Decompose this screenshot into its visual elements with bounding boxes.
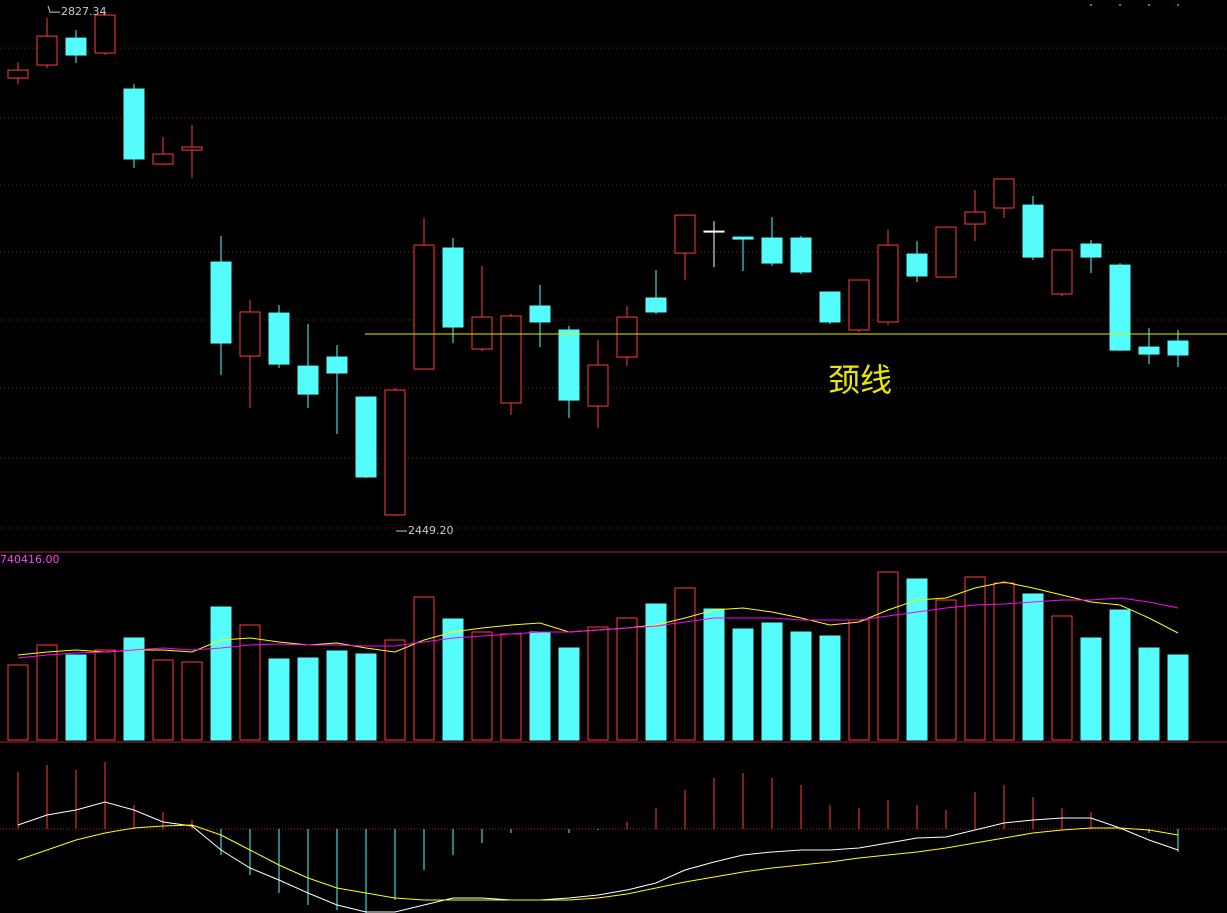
- volume-bar: [906, 578, 928, 741]
- dot: [1148, 4, 1150, 6]
- candle-body: [964, 211, 986, 225]
- neckline-label: 颈线: [828, 361, 892, 399]
- volume-bar: [181, 661, 203, 741]
- candle-body: [1022, 204, 1044, 258]
- volume-bar: [65, 654, 87, 741]
- volume-bar: [1138, 647, 1160, 741]
- candle-body: [268, 312, 290, 365]
- candle-body: [674, 214, 696, 254]
- candle-body: [906, 253, 928, 277]
- volume-bar: [616, 617, 638, 741]
- volume-bar: [529, 631, 551, 741]
- volume-bar: [732, 628, 754, 741]
- candle-body: [819, 291, 841, 323]
- dot: [1119, 4, 1121, 6]
- candle-body: [993, 178, 1015, 209]
- candle-body: [877, 244, 899, 323]
- volume-bar: [993, 582, 1015, 741]
- volume-bar: [442, 618, 464, 741]
- dot: [1177, 4, 1179, 6]
- volume-bar: [558, 647, 580, 741]
- candle-body: [616, 316, 638, 358]
- volume-bar: [500, 633, 522, 741]
- volume-bar: [384, 639, 406, 741]
- volume-bar: [964, 576, 986, 741]
- max-label: 2827.34: [61, 5, 107, 18]
- candle-body: [210, 261, 232, 344]
- volume-bar: [152, 659, 174, 741]
- candle-body: [152, 153, 174, 165]
- indicator-line: [17, 824, 1179, 901]
- candle-body: [471, 316, 493, 350]
- candle-body: [1167, 340, 1189, 356]
- volume-bar: [413, 596, 435, 741]
- volume-bar: [877, 571, 899, 741]
- dot: [1090, 4, 1092, 6]
- candle-body: [239, 311, 261, 357]
- volume-bar: [239, 624, 261, 741]
- y-tick-label: 740416.00: [0, 553, 60, 566]
- candle-body: [558, 329, 580, 401]
- volume-bar: [123, 637, 145, 741]
- candle-body: [848, 279, 870, 331]
- candle-body: [645, 297, 667, 313]
- candle-body: [94, 14, 116, 54]
- volume-bar: [935, 599, 957, 741]
- volume-bar: [790, 631, 812, 741]
- volume-bar: [1080, 637, 1102, 741]
- candle-body: [529, 305, 551, 323]
- volume-bar: [36, 644, 58, 741]
- candle-body: [413, 244, 435, 370]
- candle-body: [1051, 249, 1073, 295]
- volume-bar: [297, 657, 319, 741]
- candle-body: [297, 365, 319, 395]
- corner-dots: [1090, 4, 1179, 6]
- candle-body: [123, 88, 145, 160]
- candle-body: [935, 226, 957, 278]
- indicator-line: [17, 801, 1179, 913]
- volume-bar: [587, 626, 609, 741]
- volume-bar: [471, 631, 493, 741]
- volume-bar: [7, 664, 29, 741]
- volume-bar: [1022, 593, 1044, 741]
- min-label: 2449.20: [408, 524, 454, 537]
- volume-bar: [761, 622, 783, 741]
- candle-body: [326, 356, 348, 374]
- candle-body: [500, 315, 522, 404]
- volume-bar: [1051, 615, 1073, 741]
- volume-bar: [94, 649, 116, 741]
- candle-body: [587, 364, 609, 407]
- candle-body: [65, 37, 87, 56]
- candle-body: [1138, 346, 1160, 355]
- volume-bar: [268, 658, 290, 741]
- candle-body: [703, 230, 725, 233]
- candle-body: [732, 236, 754, 240]
- volume-bar: [819, 635, 841, 741]
- candle-body: [355, 396, 377, 478]
- indicator-line: [17, 597, 1179, 659]
- candle-body: [36, 35, 58, 66]
- volume-bar: [645, 603, 667, 741]
- max-arrow: [47, 5, 60, 13]
- volume-bar: [674, 587, 696, 741]
- candle-body: [181, 146, 203, 151]
- candle-body: [384, 389, 406, 516]
- volume-bar: [848, 619, 870, 741]
- volume-bar: [1167, 654, 1189, 741]
- candle-body: [7, 69, 29, 79]
- volume-bar: [355, 653, 377, 741]
- candle-body: [790, 237, 812, 273]
- candle-body: [1109, 264, 1131, 351]
- volume-bar: [210, 606, 232, 741]
- candle-body: [442, 247, 464, 328]
- candle-body: [1080, 243, 1102, 258]
- volume-bar: [1109, 609, 1131, 741]
- volume-bar: [703, 608, 725, 741]
- volume-bar: [326, 650, 348, 741]
- candle-body: [761, 237, 783, 264]
